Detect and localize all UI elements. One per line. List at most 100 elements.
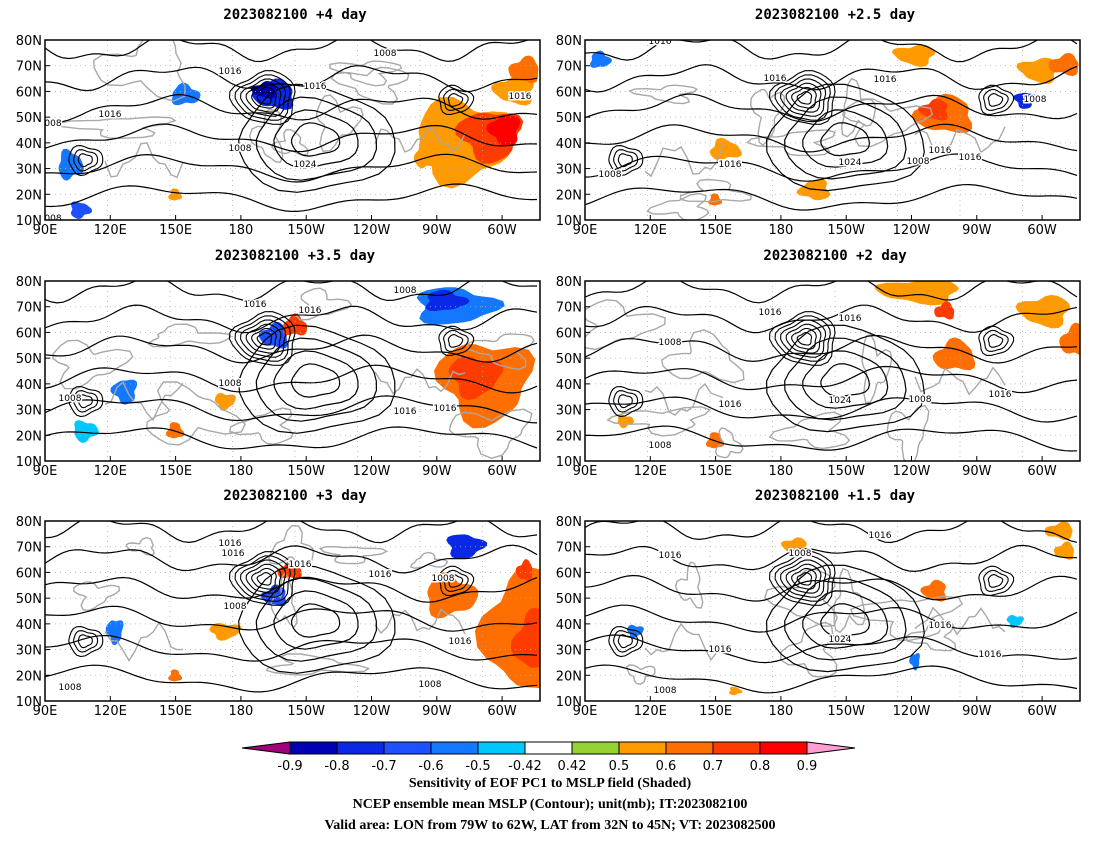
coastline: [646, 192, 710, 220]
contour-label: 1016: [219, 539, 242, 549]
coastline: [374, 608, 466, 635]
contour-label: 1008: [649, 441, 672, 451]
panel-title: 2023082100 +2.5 day: [754, 7, 916, 23]
sensitivity-shading: [780, 537, 807, 556]
pressure-contour: [240, 319, 287, 358]
pressure-contour: [73, 630, 99, 653]
coastline: [146, 381, 246, 446]
panel-frame: [44, 280, 541, 462]
contour-label: 1016: [369, 570, 392, 580]
lat-tick-label: 40N: [556, 378, 582, 393]
contour-label: 1008: [224, 602, 247, 612]
panel-frame: [584, 280, 1081, 462]
colorbar-label: 0.7: [703, 759, 724, 774]
pressure-contour: [255, 577, 378, 662]
pressure-contour: [45, 304, 538, 334]
lat-tick-label: 40N: [16, 618, 42, 633]
colorbar-label: -0.8: [324, 759, 349, 774]
pressure-contour: [585, 153, 1078, 182]
lon-tick-label: 150W: [827, 223, 865, 238]
panel-title: 2023082100 +1.5 day: [754, 488, 916, 504]
pressure-contour: [585, 183, 1078, 211]
pressure-contour: [765, 564, 925, 673]
map-panel: 1016 1016 1008 1016 1024 1008 1016 1008 80N 70N 60…: [556, 275, 1081, 479]
pressure-contour: [796, 332, 813, 346]
sensitivity-shading: [892, 44, 936, 67]
lat-tick-label: 70N: [556, 541, 582, 556]
pressure-contour: [585, 425, 1078, 452]
sensitivity-shading: [413, 138, 437, 169]
sensitivity-shading: [934, 301, 955, 320]
colorbar-label: 0.9: [797, 759, 818, 774]
sensitivity-shading: [1053, 541, 1074, 560]
pressure-contour: [68, 626, 104, 658]
coastline: [104, 142, 184, 179]
contour-label: 1008: [432, 574, 455, 584]
lat-tick-label: 20N: [16, 429, 42, 444]
contour-label: 1008: [907, 157, 930, 167]
sensitivity-shading: [258, 321, 288, 349]
pressure-contour: [978, 565, 1015, 596]
colorbar-segment: [430, 741, 479, 755]
contour-label: 1008: [394, 286, 417, 296]
pressure-contour: [290, 603, 341, 638]
sensitivity-shading: [909, 653, 920, 671]
contour-label: 1016: [244, 300, 267, 310]
map-panel: 1008 1016 1016 1008 1008 1016 1016 80N 70N 60N 50N…: [16, 275, 541, 479]
pressure-contour: [785, 82, 822, 113]
pressure-contour: [585, 334, 1078, 364]
pressure-contour: [987, 574, 1004, 588]
lat-tick-label: 30N: [16, 163, 42, 178]
pressure-contour: [290, 363, 341, 398]
lon-tick-label: 60W: [487, 704, 517, 719]
coastline: [315, 94, 364, 152]
lat-tick-label: 10N: [16, 695, 42, 710]
sensitivity-shading: [1044, 521, 1073, 540]
coastline: [749, 88, 786, 146]
panel-frame: [584, 520, 1081, 702]
sensitivity-shading: [617, 414, 634, 429]
pressure-contour: [585, 574, 1078, 602]
pressure-contour: [45, 634, 538, 662]
colorbar-label: 0.6: [656, 759, 677, 774]
pressure-contour: [585, 604, 1078, 633]
pressure-contour: [251, 567, 277, 590]
pressure-contour: [245, 82, 282, 113]
colorbar-label: -0.42: [508, 759, 542, 774]
pressure-contour: [585, 123, 1078, 153]
coastline: [295, 287, 353, 321]
lon-tick-label: 180: [768, 223, 793, 238]
sensitivity-shading: [110, 379, 138, 405]
pressure-contour: [585, 544, 1078, 573]
pressure-contour: [228, 70, 296, 125]
lon-tick-label: 150W: [287, 704, 325, 719]
coastline: [104, 621, 184, 662]
sensitivity-shading: [74, 420, 99, 443]
lat-tick-label: 80N: [16, 34, 42, 49]
lat-tick-label: 40N: [556, 137, 582, 152]
colorbar-segment: [712, 741, 761, 755]
lat-tick-label: 30N: [556, 644, 582, 659]
coastline: [644, 622, 724, 662]
colorbar-segment: [336, 741, 385, 755]
pressure-contour: [251, 327, 277, 350]
coastline: [714, 427, 744, 459]
colorbar-segment: [618, 741, 667, 755]
coastline: [270, 572, 298, 628]
caption-line-2: NCEP ensemble mean MSLP (Contour); unit(…: [352, 797, 748, 812]
sensitivity-shading: [165, 422, 185, 439]
lat-tick-label: 60N: [16, 85, 42, 100]
pressure-contour: [768, 311, 836, 366]
lon-tick-label: 120W: [893, 704, 931, 719]
lon-tick-label: 150E: [159, 223, 192, 238]
pressure-contour: [608, 145, 644, 177]
contour-label: 1008: [219, 379, 242, 389]
coastline: [768, 411, 851, 450]
contour-label: 1024: [829, 635, 852, 645]
lon-tick-label: 120E: [634, 223, 667, 238]
coastline: [626, 664, 656, 685]
lon-tick-label: 120W: [893, 223, 931, 238]
sensitivity-shading: [590, 50, 612, 68]
lon-tick-label: 60W: [487, 223, 517, 238]
